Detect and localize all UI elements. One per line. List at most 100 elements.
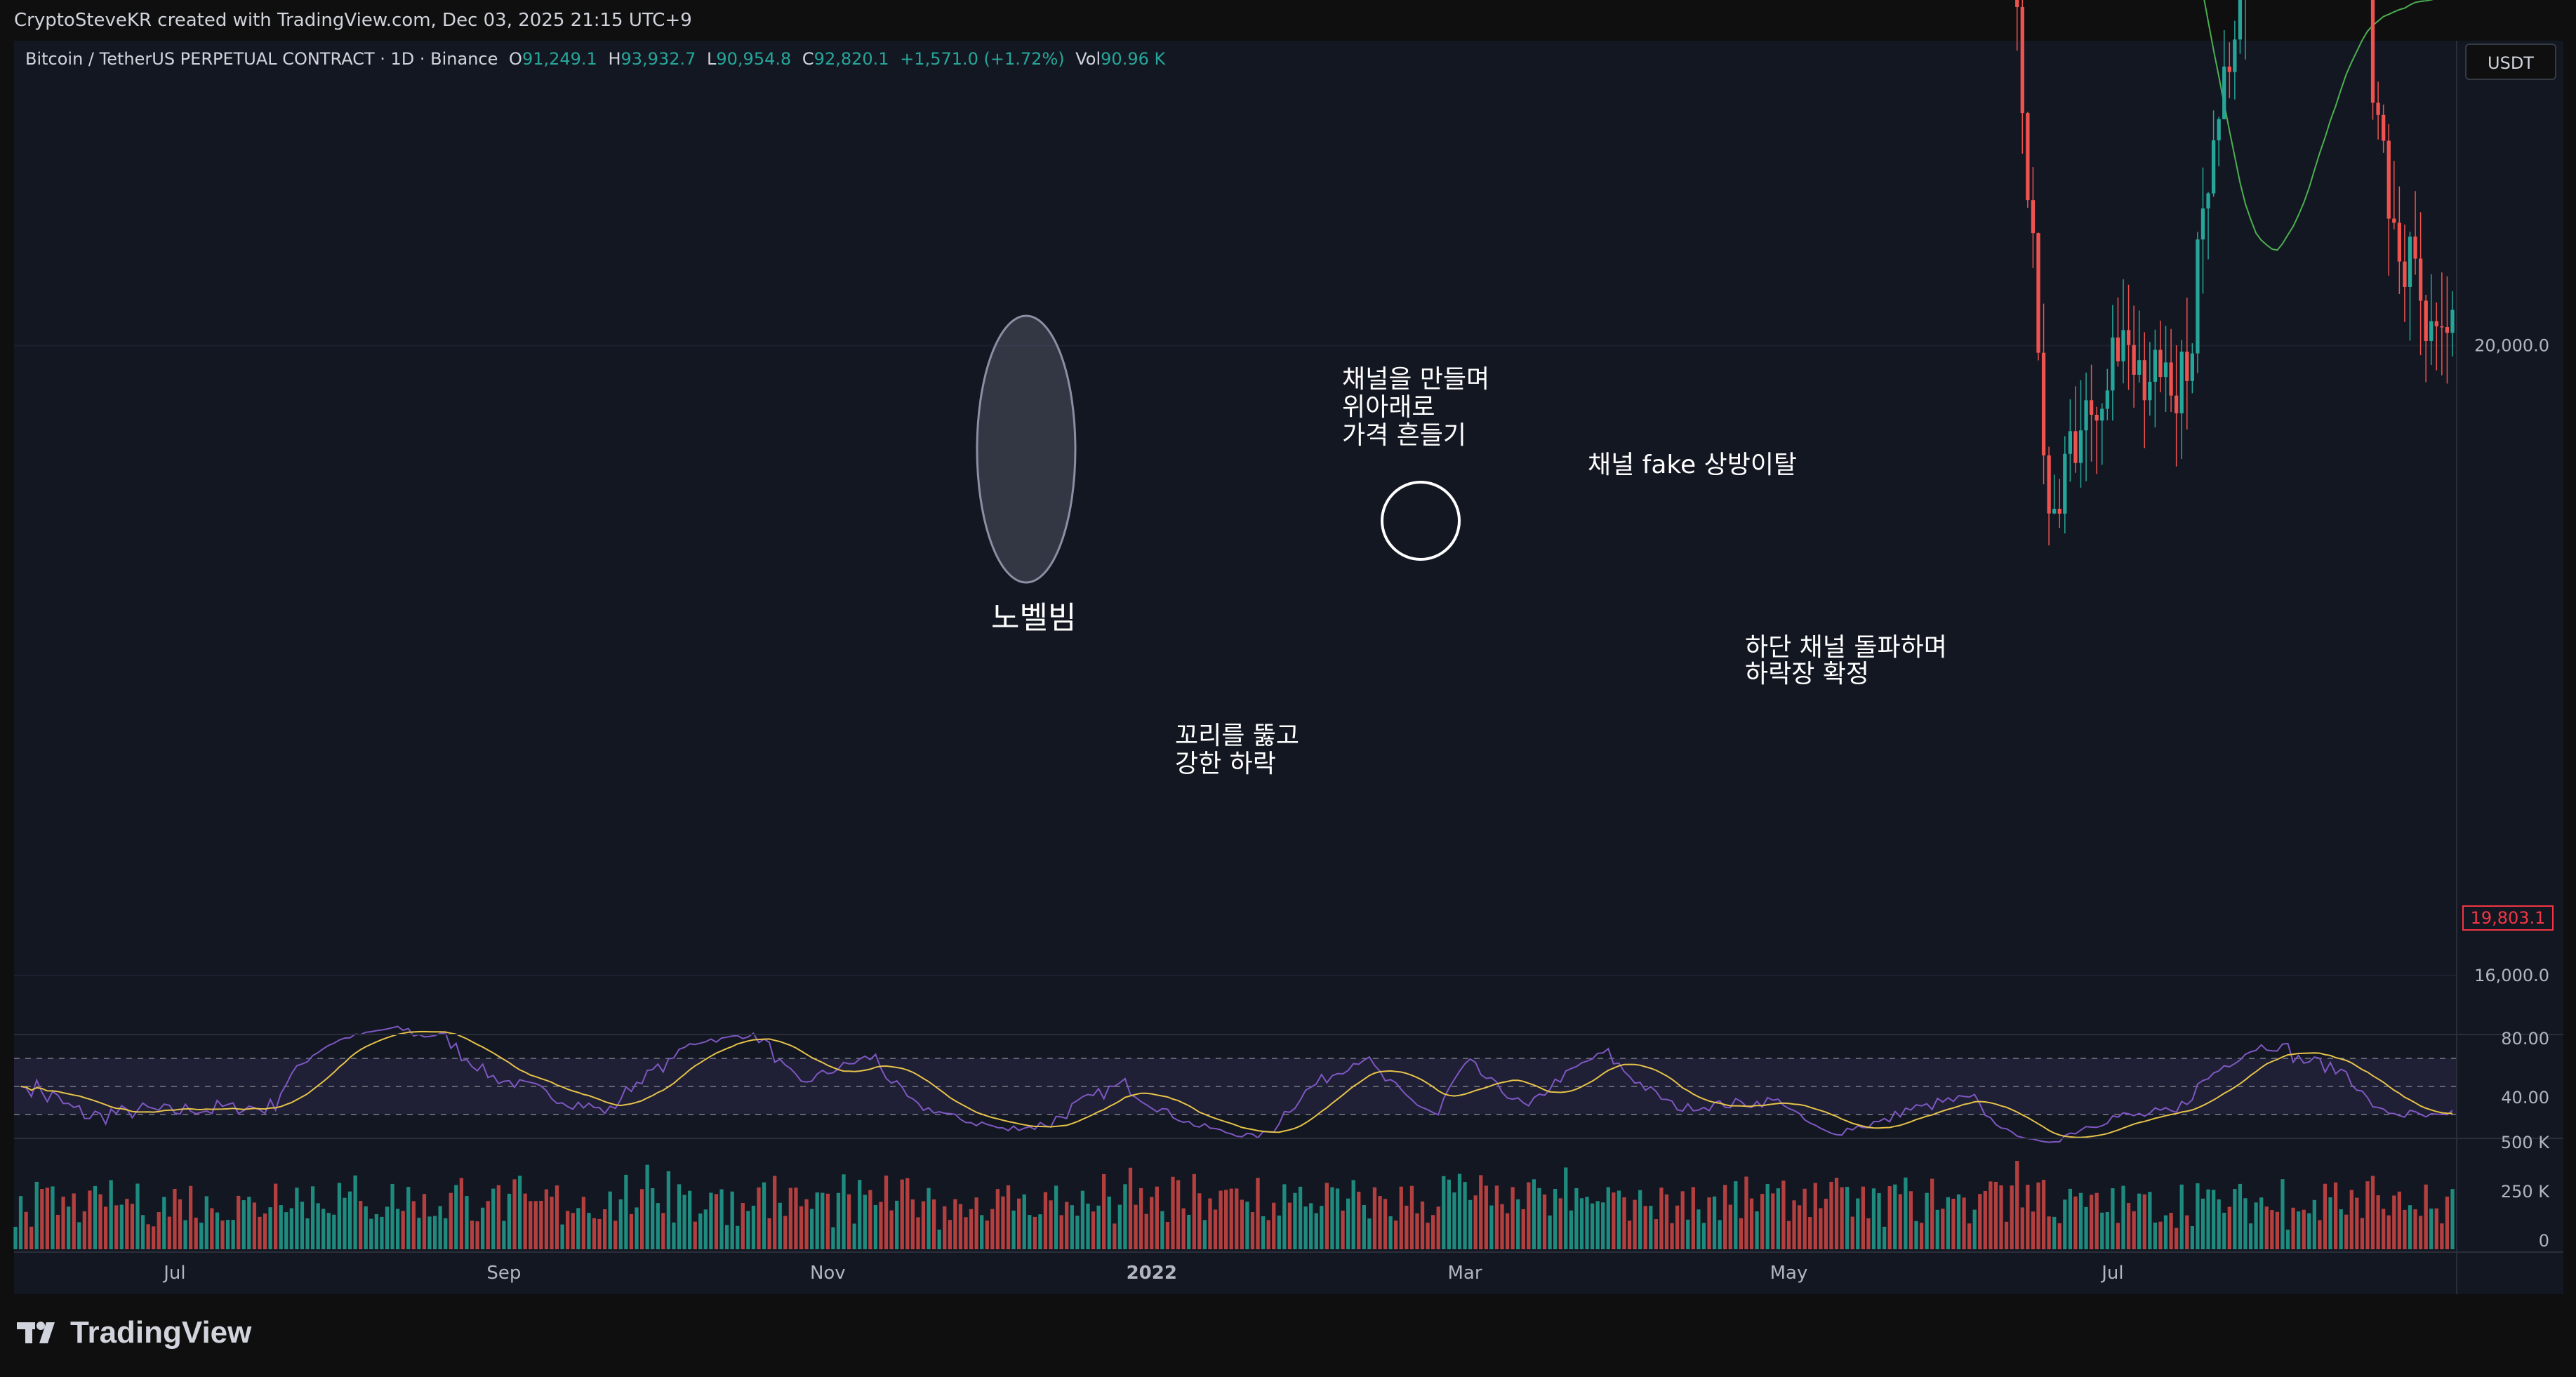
volume-bar	[523, 1193, 527, 1249]
volume-bar	[995, 1189, 1000, 1249]
volume-bar	[884, 1176, 889, 1249]
volume-bar	[1187, 1214, 1191, 1249]
volume-bar	[709, 1192, 713, 1249]
volume-bar	[444, 1218, 448, 1249]
volume-bar	[788, 1188, 793, 1249]
volume-bar	[2318, 1220, 2322, 1249]
time-tick: Nov	[810, 1263, 846, 1284]
volume-bar	[1956, 1194, 1961, 1249]
volume-bar	[1935, 1209, 1939, 1249]
volume-bar	[1760, 1194, 1765, 1249]
volume-bar	[703, 1209, 708, 1249]
volume-bar	[2424, 1184, 2428, 1249]
volume-bar	[1850, 1216, 1854, 1249]
volume-bar	[140, 1215, 145, 1249]
volume-bar	[2068, 1188, 2073, 1249]
volume-bar	[2429, 1209, 2434, 1249]
volume-bar	[2015, 1161, 2019, 1249]
volume-bar	[289, 1208, 293, 1249]
volume-bar	[72, 1193, 76, 1249]
volume-bar	[1505, 1213, 1510, 1249]
volume-bar	[773, 1176, 777, 1249]
volume-bar	[2440, 1223, 2444, 1249]
volume-bar	[385, 1206, 390, 1249]
candle-body	[2073, 431, 2078, 463]
candle-body	[2440, 326, 2444, 328]
volume-bar	[1983, 1191, 1987, 1249]
volume-bar	[215, 1212, 220, 1249]
time-tick: May	[1770, 1263, 1808, 1284]
candle-body	[2222, 66, 2226, 119]
volume-bar	[2078, 1192, 2083, 1249]
volume-bar	[40, 1188, 44, 1249]
candle-body	[2386, 140, 2391, 219]
volume-bar	[1330, 1187, 1334, 1249]
volume-bar	[1967, 1223, 1972, 1249]
volume-bar	[1579, 1198, 1584, 1249]
volume-bar	[1277, 1215, 1281, 1249]
volume-bar	[1240, 1199, 1244, 1249]
volume-bar	[2445, 1196, 2450, 1249]
volume-bar	[751, 1205, 756, 1249]
volume-bar	[533, 1201, 538, 1249]
volume-bar	[2121, 1185, 2125, 1249]
volume-bar	[836, 1192, 841, 1249]
volume-bar	[958, 1204, 963, 1249]
volume-bar	[465, 1196, 469, 1249]
volume-bar	[1601, 1202, 1605, 1249]
volume-bar	[831, 1227, 835, 1249]
annotation-nobel: 노벨빔	[991, 600, 1076, 636]
volume-bar	[157, 1212, 161, 1249]
volume-bar	[459, 1178, 464, 1249]
volume-bar	[406, 1187, 411, 1249]
volume-bar	[486, 1201, 490, 1249]
candle-body	[2227, 66, 2231, 72]
volume-bar	[454, 1185, 458, 1249]
candle-body	[2026, 113, 2030, 201]
chart-frame[interactable]	[14, 41, 2563, 1294]
volume-bar	[1569, 1210, 1573, 1249]
volume-bar	[2403, 1209, 2407, 1249]
candle-body	[2200, 208, 2205, 240]
volume-bar	[815, 1192, 819, 1249]
candle-body	[2041, 352, 2046, 455]
volume-bar	[2296, 1211, 2301, 1249]
volume-bar	[1765, 1184, 1770, 1249]
volume-bar	[1781, 1180, 1786, 1249]
volume-bar	[618, 1199, 623, 1249]
volume-bar	[555, 1185, 559, 1249]
volume-bar	[1887, 1186, 1892, 1249]
volume-bar	[1978, 1194, 1982, 1249]
volume-bar	[2137, 1193, 2142, 1249]
volume-bar	[2153, 1222, 2158, 1249]
volume-bar	[2052, 1216, 2057, 1249]
nobel-ellipse	[976, 314, 1077, 584]
volume-bar	[1128, 1167, 1133, 1249]
volume-bar	[1282, 1184, 1287, 1249]
volume-bar	[220, 1220, 225, 1249]
volume-bar	[1484, 1185, 1488, 1249]
annotation-tail-2: 강한 하락	[1175, 750, 1276, 778]
volume-bar	[1017, 1198, 1021, 1249]
volume-bar	[1335, 1188, 1340, 1249]
legend-open: O91,249.1	[509, 49, 597, 69]
volume-bar	[1893, 1184, 1897, 1249]
volume-bar	[77, 1222, 81, 1249]
volume-bar	[1436, 1206, 1440, 1249]
candle-body	[2370, 0, 2375, 103]
volume-bar	[2179, 1184, 2184, 1249]
candle-body	[2089, 400, 2094, 415]
time-tick: Jul	[2100, 1263, 2123, 1284]
volume-bar	[1080, 1190, 1085, 1249]
volume-bar	[109, 1180, 113, 1249]
candle-body	[2105, 390, 2109, 409]
currency-button[interactable]: USDT	[2465, 44, 2556, 80]
volume-bar	[1022, 1194, 1026, 1249]
volume-bar	[1616, 1190, 1621, 1249]
volume-bar	[2206, 1189, 2210, 1249]
volume-bar	[2036, 1182, 2040, 1249]
volume-bar	[1298, 1186, 1303, 1249]
candle-body	[2238, 0, 2243, 40]
axes: 72,000.068,000.064,000.060,000.056,000.0…	[14, 41, 2563, 1294]
